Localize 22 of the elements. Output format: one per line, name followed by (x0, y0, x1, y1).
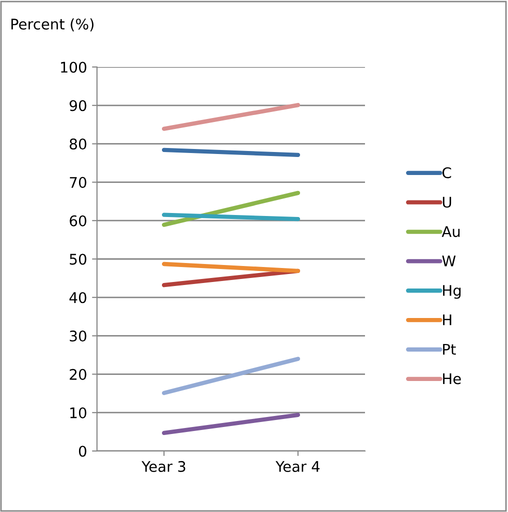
y-tick-label: 100 (61, 62, 86, 73)
legend-label: C (442, 167, 452, 178)
x-tick-label: Year 3 (142, 460, 186, 472)
y-tick-label: 20 (70, 368, 86, 380)
y-tick-label: 40 (69, 292, 86, 304)
x-tick-label: Year 4 (276, 461, 320, 472)
y-tick-label: 0 (78, 446, 86, 457)
legend-label: Hg (443, 285, 461, 299)
y-tick-label: 90 (70, 100, 86, 112)
y-tick-label: 10 (70, 407, 86, 418)
legend-label: H (443, 314, 452, 326)
y-tick-label: 60 (70, 215, 86, 226)
y-tick-label: 80 (70, 138, 86, 150)
y-tick-label: 50 (70, 254, 86, 265)
legend-label: W (442, 256, 456, 266)
legend-label: U (442, 196, 452, 208)
legend-label: Pt (443, 344, 456, 355)
y-tick-label: 70 (70, 176, 86, 188)
legend-label: He (443, 373, 461, 384)
y-tick-label: 30 (70, 330, 86, 342)
legend-label: Au (442, 226, 460, 238)
y-axis-title: Percent (%) (11, 18, 94, 32)
